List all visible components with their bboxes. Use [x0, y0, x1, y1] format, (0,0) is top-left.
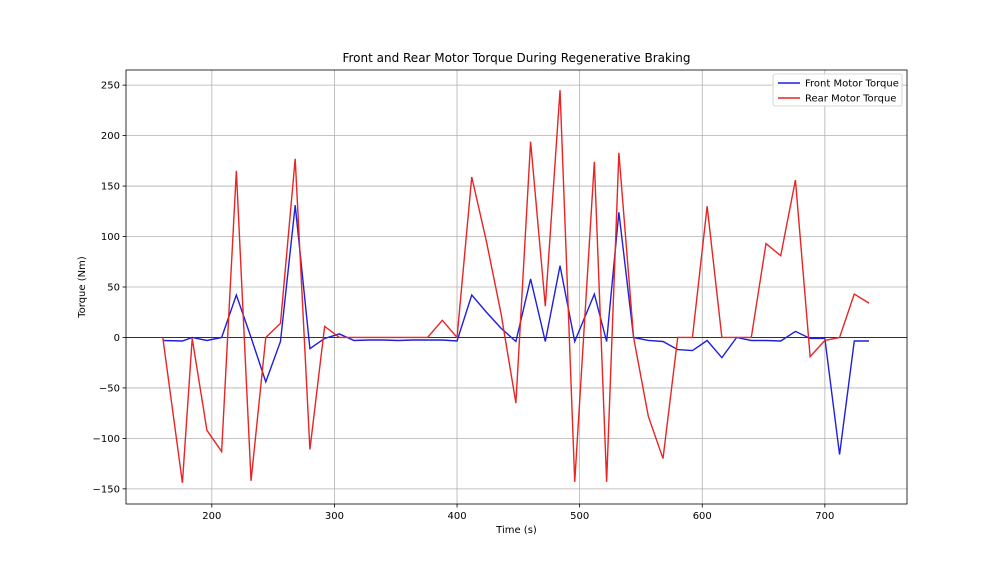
y-tick-label: 100 [101, 232, 120, 243]
axis-ticks: 200 300 400 500 600 700 −150 −100 −50 0 50 100 150 20… [93, 81, 835, 522]
x-axis-label: Time (s) [495, 525, 537, 536]
legend-entry-label: Front Motor Torque [805, 79, 899, 90]
x-tick-label: 600 [693, 511, 712, 522]
y-tick-label: 250 [101, 81, 120, 92]
y-axis-label: Torque (Nm) [77, 256, 88, 319]
series-line-rear [162, 90, 870, 483]
y-tick-label: −150 [93, 484, 120, 495]
y-tick-label: 0 [114, 333, 120, 344]
legend: Front Motor Torque Rear Motor Torque [772, 73, 903, 107]
x-tick-label: 400 [447, 511, 466, 522]
y-tick-label: −100 [93, 434, 120, 445]
series-line-front [162, 205, 869, 455]
legend-box [772, 73, 903, 107]
y-tick-label: 200 [101, 131, 120, 142]
series-lines [162, 90, 870, 483]
legend-entry-label: Rear Motor Torque [805, 94, 896, 105]
y-tick-label: −50 [99, 383, 120, 394]
x-tick-label: 300 [325, 511, 344, 522]
x-tick-label: 500 [570, 511, 589, 522]
chart-title: Front and Rear Motor Torque During Regen… [342, 51, 690, 65]
y-tick-label: 50 [107, 283, 120, 294]
y-tick-label: 150 [101, 182, 120, 193]
x-tick-label: 700 [815, 511, 834, 522]
x-tick-label: 200 [202, 511, 221, 522]
